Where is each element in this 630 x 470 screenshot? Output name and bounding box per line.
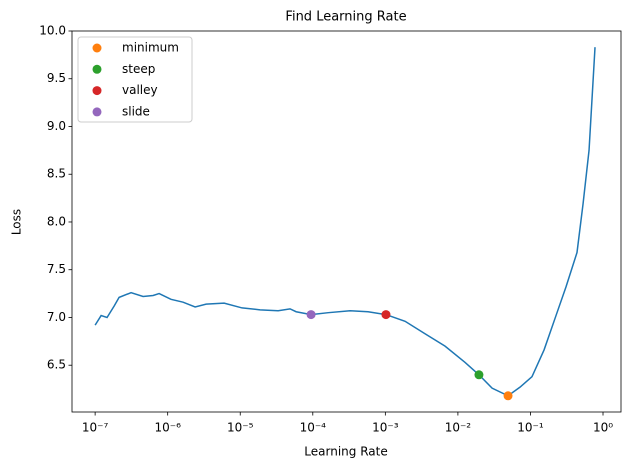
legend-label: valley xyxy=(122,83,158,97)
y-tick-label: 9.5 xyxy=(47,71,66,85)
legend-marker xyxy=(92,86,102,96)
point xyxy=(474,370,484,380)
legend-label: slide xyxy=(122,104,150,118)
legend-label: steep xyxy=(122,62,155,76)
legend-marker xyxy=(92,43,102,53)
plot-frame xyxy=(71,30,622,413)
legend-box xyxy=(77,36,193,123)
point xyxy=(381,310,391,320)
x-axis-label: Learning Rate xyxy=(304,445,387,459)
y-axis-label: Loss xyxy=(10,209,24,235)
loss-line xyxy=(94,47,596,397)
legend-label: minimum xyxy=(122,41,179,55)
x-tick-label: 10⁻⁷ xyxy=(82,421,109,435)
chart-title: Find Learning Rate xyxy=(285,10,406,25)
y-tick-label: 8.5 xyxy=(47,167,66,181)
legend-marker xyxy=(92,64,102,74)
y-tick-label: 8.0 xyxy=(47,214,66,228)
x-tick-label: 10⁻³ xyxy=(372,421,399,435)
legend-marker xyxy=(92,107,102,117)
point xyxy=(306,310,316,320)
y-tick-label: 6.5 xyxy=(47,358,66,372)
x-tick-label: 10⁻⁵ xyxy=(227,421,254,435)
y-tick-label: 7.5 xyxy=(47,262,66,276)
y-tick-label: 10.0 xyxy=(39,24,66,38)
x-tick-label: 10⁻⁶ xyxy=(154,421,181,435)
x-tick-label: 10⁻⁴ xyxy=(300,421,327,435)
x-tick-label: 10⁻¹ xyxy=(517,421,544,435)
x-tick-label: 10⁻² xyxy=(445,421,472,435)
point xyxy=(503,391,513,401)
y-tick-label: 7.0 xyxy=(47,310,66,324)
x-tick-label: 10⁰ xyxy=(593,421,613,435)
y-tick-label: 9.0 xyxy=(47,119,66,133)
